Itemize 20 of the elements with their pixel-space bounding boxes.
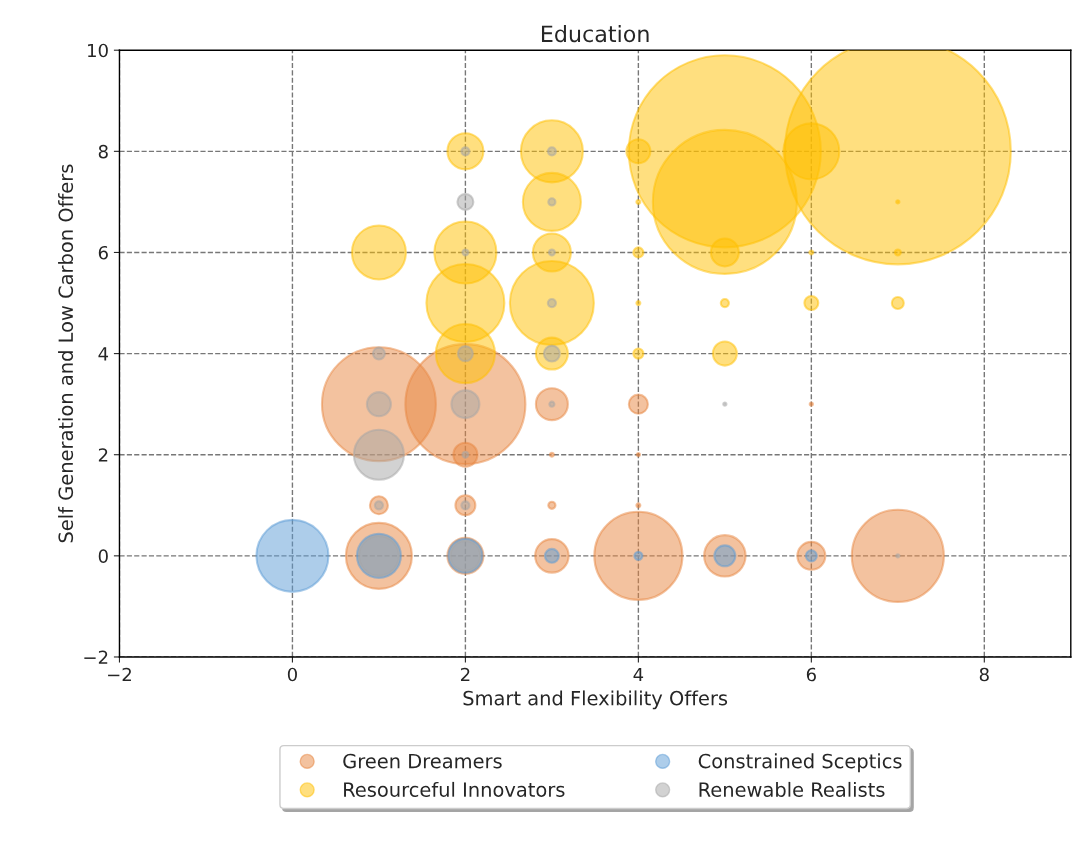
y-tick-label: 2 xyxy=(98,448,108,462)
x-tick-label: −2 xyxy=(108,667,131,682)
x-tick-label: 0 xyxy=(287,667,297,682)
chart-title: Education xyxy=(541,24,649,43)
legend-label: Resourceful Innovators xyxy=(344,781,565,797)
y-tick-label: 4 xyxy=(98,347,109,361)
y-tick-label: 0 xyxy=(98,549,108,563)
x-tick-label: 8 xyxy=(979,667,989,682)
y-tick-label: 6 xyxy=(98,245,108,260)
x-tick-label: 4 xyxy=(633,667,644,682)
x-tick-label: 6 xyxy=(806,667,816,682)
legend-label: Green Dreamers xyxy=(343,753,502,769)
y-tick-label: −2 xyxy=(84,650,108,664)
x-axis-title: Smart and Flexibility Offers xyxy=(463,690,728,710)
x-tick-label: 2 xyxy=(460,667,470,682)
legend-label: Constrained Sceptics xyxy=(698,753,902,773)
legend-label: Renewable Realists xyxy=(699,781,885,797)
y-tick-label: 10 xyxy=(88,43,108,58)
y-tick-label: 8 xyxy=(98,144,108,159)
y-axis-title: Self Generation and Low Carbon Offers xyxy=(58,164,74,543)
